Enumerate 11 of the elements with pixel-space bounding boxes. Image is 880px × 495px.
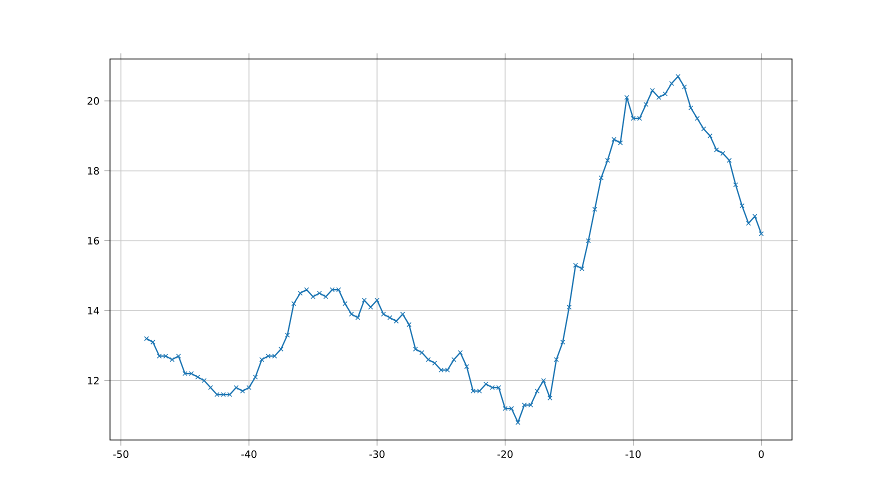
x-tick-label: -10: [626, 450, 641, 458]
x-tick-label: 0: [758, 450, 764, 458]
x-tick-label: -50: [113, 450, 128, 458]
y-tick-label: 20: [88, 97, 99, 105]
y-tick-label: 12: [88, 376, 99, 384]
x-tick-label: -40: [241, 450, 256, 458]
y-tick-label: 14: [88, 307, 100, 314]
y-tick-label: 16: [88, 236, 99, 245]
y-tick-label: 18: [88, 167, 99, 175]
x-tick-label: -20: [497, 450, 513, 458]
x-tick-label: -30: [369, 450, 385, 458]
